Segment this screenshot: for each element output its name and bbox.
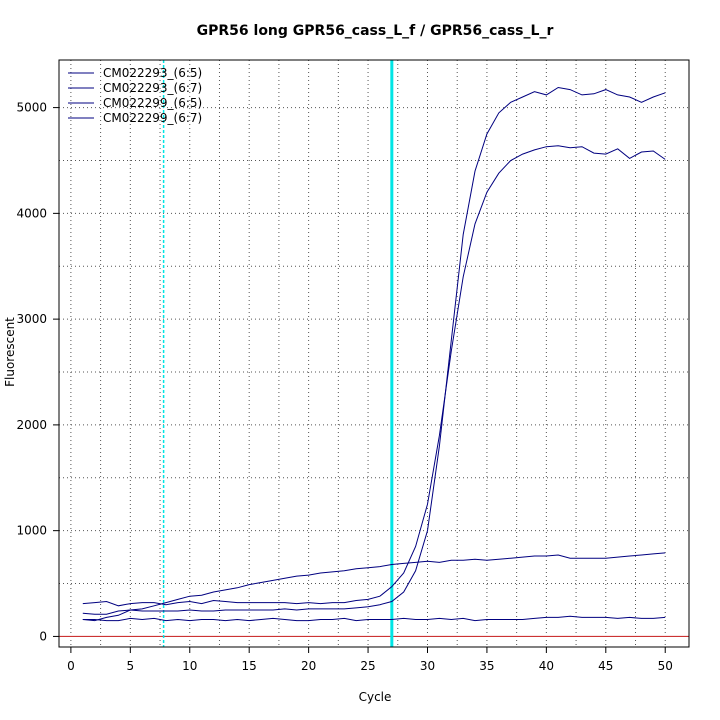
- x-axis-label: Cycle: [359, 690, 392, 704]
- x-tick-label: 50: [658, 659, 673, 673]
- legend-label: CM022293_(6:7): [103, 81, 202, 95]
- x-tick-label: 40: [539, 659, 554, 673]
- series-line: [82, 86, 666, 615]
- y-tick-label: 1000: [16, 524, 47, 538]
- legend-label: CM022299_(6:7): [103, 111, 202, 125]
- legend-label: CM022293_(6:5): [103, 66, 202, 80]
- y-axis-label: Fluorescent: [3, 317, 17, 387]
- y-tick-label: 5000: [16, 101, 47, 115]
- grid: [59, 60, 689, 647]
- x-tick-label: 20: [301, 659, 316, 673]
- x-tick-label: 15: [242, 659, 257, 673]
- x-tick-label: 10: [182, 659, 197, 673]
- cycle-marker-group: [162, 60, 394, 647]
- x-tick-label: 25: [360, 659, 375, 673]
- y-axis: 0 1000 2000 3000 4000 5000: [16, 101, 59, 643]
- x-axis: 0 5 10 15 20 25 30 35 40 45 50: [67, 647, 673, 673]
- plot-frame: [58, 59, 690, 648]
- legend: CM022293_(6:5)CM022293_(6:7)CM022299_(6:…: [68, 66, 202, 125]
- series-group: [82, 86, 666, 622]
- series-line: [82, 552, 666, 622]
- x-tick-label: 5: [127, 659, 135, 673]
- x-tick-label: 45: [598, 659, 613, 673]
- series-line: [82, 615, 666, 622]
- x-tick-label: 35: [479, 659, 494, 673]
- x-tick-label: 30: [420, 659, 435, 673]
- y-tick-label: 2000: [16, 418, 47, 432]
- y-tick-label: 0: [39, 629, 47, 643]
- y-tick-label: 4000: [16, 206, 47, 220]
- chart-title: GPR56 long GPR56_cass_L_f / GPR56_cass_L…: [197, 23, 554, 39]
- x-tick-label: 0: [67, 659, 75, 673]
- series-line: [82, 145, 666, 607]
- y-tick-label: 3000: [16, 312, 47, 326]
- legend-label: CM022299_(6:5): [103, 96, 202, 110]
